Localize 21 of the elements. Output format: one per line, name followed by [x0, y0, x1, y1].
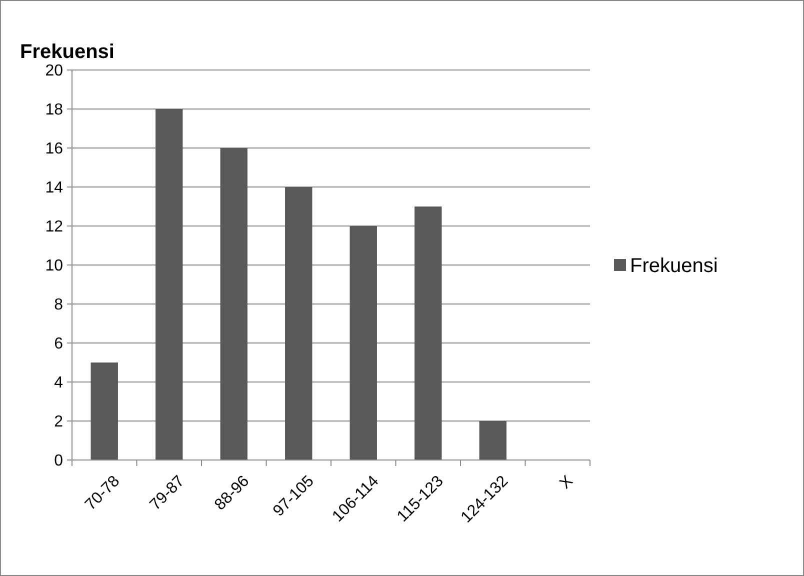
bar	[479, 421, 506, 460]
y-tick-label: 10	[45, 258, 64, 275]
y-tick-label: 12	[45, 218, 64, 236]
chart-title: Frekuensi	[20, 41, 114, 63]
bar	[285, 187, 312, 460]
y-tick-label: 8	[54, 296, 64, 314]
bar	[220, 148, 248, 460]
y-tick-label: 6	[54, 336, 64, 353]
bar	[350, 226, 377, 460]
y-tick-label: 2	[54, 414, 64, 431]
y-tick-label: 18	[45, 102, 64, 119]
y-tick-label: 20	[45, 62, 64, 80]
bar	[90, 362, 118, 460]
y-tick-label: 16	[45, 140, 64, 158]
y-tick-label: 14	[45, 180, 64, 197]
bar	[156, 109, 183, 460]
bar	[414, 206, 442, 460]
y-tick-label: 4	[54, 374, 64, 392]
x-tick-label: X	[556, 472, 577, 492]
y-tick-label: 0	[54, 452, 64, 470]
legend-label: Frekuensi	[630, 255, 718, 277]
